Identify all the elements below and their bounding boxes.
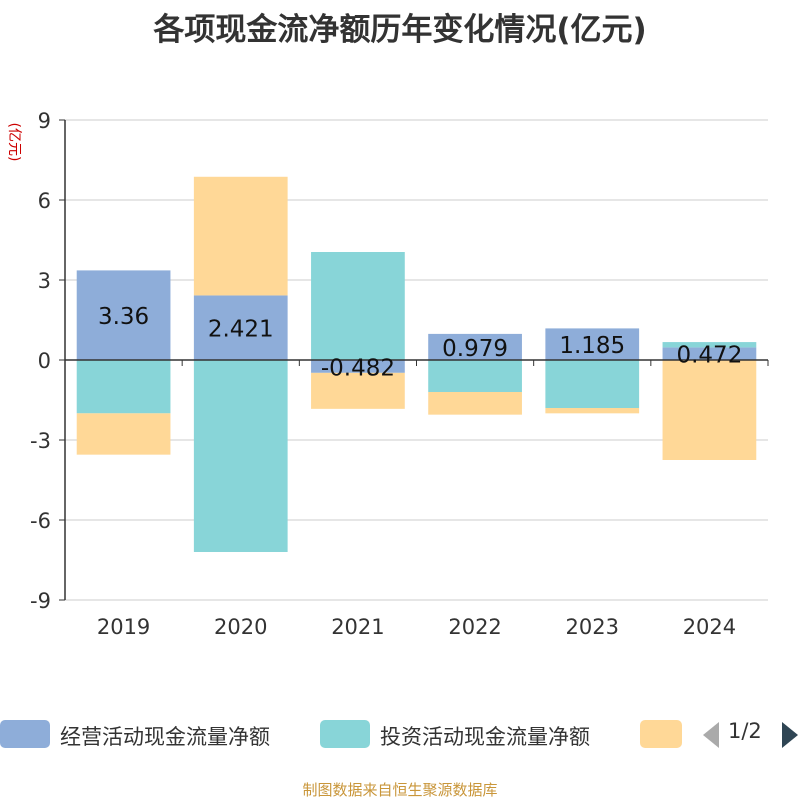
bar-series1-2022[interactable] — [428, 360, 522, 392]
data-label-2019: 3.36 — [98, 304, 149, 330]
x-tick-label: 2022 — [448, 615, 501, 639]
bar-series0-2023[interactable] — [545, 328, 640, 360]
y-tick-label: 9 — [38, 109, 51, 133]
x-tick-label: 2023 — [566, 615, 619, 639]
bar-series0-2019[interactable] — [76, 270, 171, 360]
legend-pager-text: 1/2 — [728, 719, 762, 743]
bar-series0-2022[interactable] — [428, 333, 522, 360]
chart-title: 各项现金流净额历年变化情况(亿元) — [153, 12, 647, 48]
source-note: 制图数据来自恒生聚源数据库 — [302, 781, 498, 799]
bar-series2-2019[interactable] — [76, 413, 171, 455]
y-axis-title: (亿元) — [6, 123, 22, 162]
legend-label-operating: 经营活动现金流量净额 — [60, 725, 270, 749]
data-label-2024: 0.472 — [676, 343, 742, 369]
legend-swatch-investing — [320, 720, 370, 748]
x-tick-label: 2024 — [683, 615, 736, 639]
x-tick-label: 2021 — [331, 615, 384, 639]
bar-series2-2022[interactable] — [428, 392, 522, 415]
data-label-2023: 1.185 — [559, 333, 625, 359]
x-tick-label: 2020 — [214, 615, 267, 639]
legend-swatch-financing — [640, 720, 682, 748]
y-tick-label: -6 — [30, 509, 51, 533]
data-label-2021: -0.482 — [321, 355, 395, 381]
bar-series1-2021[interactable] — [311, 252, 405, 360]
axes: -9 -6 -3 0 3 6 9 (亿元) 2019 2020 2021 2022 2023 2024 — [6, 109, 769, 639]
pager-prev-icon[interactable] — [701, 720, 721, 750]
bar-series2-2024[interactable] — [662, 360, 757, 460]
bar-series1-2019[interactable] — [76, 360, 171, 414]
bar-series1-2020[interactable] — [193, 360, 288, 552]
data-labels: 3.36 2.421 -0.482 0.979 1.185 0.472 — [98, 304, 742, 381]
y-tick-label: -3 — [30, 429, 51, 453]
bar-series1-2023[interactable] — [545, 360, 640, 408]
data-label-2022: 0.979 — [442, 336, 508, 362]
y-tick-label: -9 — [30, 589, 51, 613]
data-label-2020: 2.421 — [208, 317, 274, 343]
bars — [76, 176, 757, 552]
grid-lines — [65, 119, 768, 601]
legend: 经营活动现金流量净额 投资活动现金流量净额 1/2 — [0, 714, 800, 758]
bar-series2-2020[interactable] — [193, 176, 288, 296]
y-tick-label: 3 — [38, 269, 51, 293]
bar-series0-2021[interactable] — [311, 360, 405, 373]
pager-next-icon[interactable] — [780, 720, 800, 750]
bar-series2-2023[interactable] — [545, 408, 640, 414]
bar-series2-2021[interactable] — [311, 372, 405, 409]
chart-plot: -9 -6 -3 0 3 6 9 (亿元) 2019 2020 2021 2022 2023 2024 3… — [6, 109, 769, 639]
bar-series0-2024[interactable] — [662, 347, 757, 360]
bar-series1-2024[interactable] — [662, 342, 757, 348]
legend-label-investing: 投资活动现金流量净额 — [380, 725, 590, 749]
x-tick-label: 2019 — [97, 615, 150, 639]
y-tick-label: 0 — [38, 349, 51, 373]
y-tick-label: 6 — [38, 189, 51, 213]
legend-swatch-operating — [0, 720, 50, 748]
bar-series0-2020[interactable] — [193, 295, 288, 360]
